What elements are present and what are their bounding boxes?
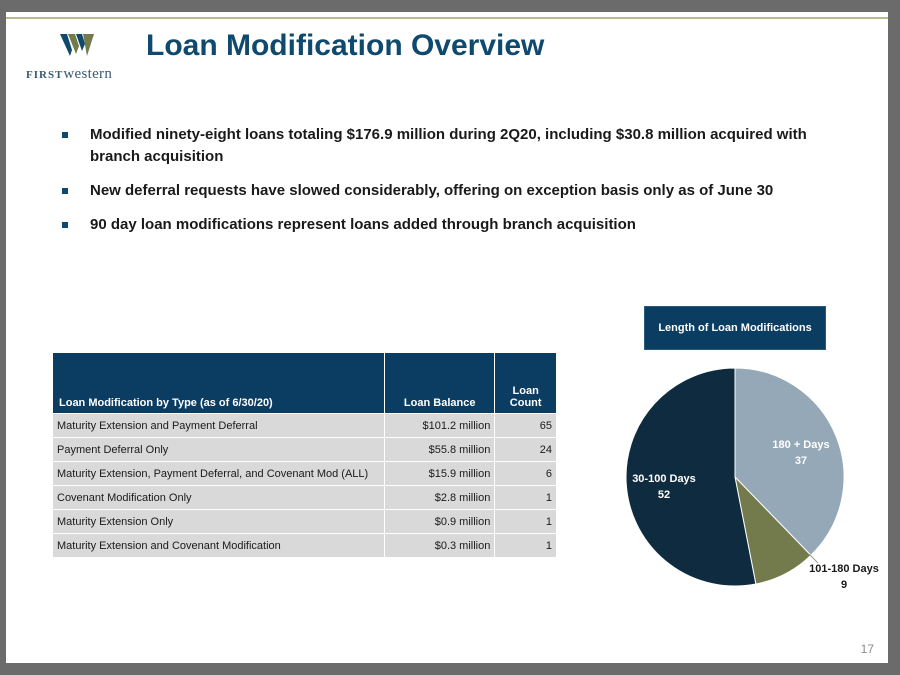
cell-type: Maturity Extension Only: [53, 509, 386, 534]
table-row: Maturity Extension Only $0.9 million 1: [53, 509, 556, 534]
logo-wordmark: FIRSTwestern: [26, 66, 113, 82]
w-logo-icon: [60, 34, 94, 56]
cell-type: Maturity Extension and Payment Deferral: [53, 413, 386, 438]
page-title: Loan Modification Overview: [146, 29, 545, 62]
cell-type: Maturity Extension and Covenant Modifica…: [53, 533, 386, 557]
table-header-row: Loan Modification by Type (as of 6/30/20…: [53, 353, 556, 414]
page-number: 17: [860, 642, 874, 656]
cell-balance: $0.9 million: [384, 509, 496, 534]
header-balance: Loan Balance: [384, 353, 496, 414]
pie-slice-30-100-days: [625, 367, 757, 587]
loan-modification-table: Loan Modification by Type (as of 6/30/20…: [53, 353, 556, 557]
slice-value-label: 9: [841, 579, 847, 591]
header-count: Loan Count: [494, 353, 556, 414]
bullet-item: New deferral requests have slowed consid…: [56, 180, 846, 202]
table-row: Maturity Extension and Payment Deferral …: [53, 413, 556, 438]
cell-count: 1: [494, 509, 556, 534]
cell-count: 6: [494, 461, 556, 486]
cell-count: 1: [494, 485, 556, 510]
cell-balance: $0.3 million: [384, 533, 496, 557]
cell-balance: $2.8 million: [384, 485, 496, 510]
cell-count: 65: [494, 413, 556, 438]
chart-title: Length of Loan Modifications: [644, 306, 826, 350]
bullet-item: 90 day loan modifications represent loan…: [56, 214, 846, 236]
cell-balance: $15.9 million: [384, 461, 496, 486]
bullet-square-icon: [62, 222, 68, 228]
table-row: Maturity Extension and Covenant Modifica…: [53, 533, 556, 557]
slice-value-label: 52: [658, 489, 670, 501]
table-row: Payment Deferral Only $55.8 million 24: [53, 437, 556, 462]
pie-slice-180-days: [734, 367, 845, 557]
cell-type: Payment Deferral Only: [53, 437, 386, 462]
bullet-square-icon: [62, 132, 68, 138]
header-type: Loan Modification by Type (as of 6/30/20…: [53, 353, 386, 414]
cell-balance: $55.8 million: [384, 437, 496, 462]
cell-type: Covenant Modification Only: [53, 485, 386, 510]
bullet-list: Modified ninety-eight loans totaling $17…: [56, 124, 846, 248]
slide: FIRSTwestern Loan Modification Overview …: [6, 12, 888, 663]
table-row: Covenant Modification Only $2.8 million …: [53, 485, 556, 510]
slice-label: 101-180 Days: [809, 563, 879, 575]
leader-line: [808, 553, 819, 564]
cell-count: 24: [494, 437, 556, 462]
pie-slice-101-180-days: [734, 475, 812, 585]
cell-type: Maturity Extension, Payment Deferral, an…: [53, 461, 386, 486]
slice-label: 30-100 Days: [632, 473, 696, 485]
slice-value-label: 37: [795, 455, 807, 467]
company-logo: FIRSTwestern: [24, 34, 134, 82]
bullet-square-icon: [62, 188, 68, 194]
cell-count: 1: [494, 533, 556, 557]
bullet-item: Modified ninety-eight loans totaling $17…: [56, 124, 846, 168]
top-rule: [6, 17, 888, 19]
cell-balance: $101.2 million: [384, 413, 496, 438]
table-row: Maturity Extension, Payment Deferral, an…: [53, 461, 556, 486]
slice-label: 180 + Days: [772, 439, 829, 451]
